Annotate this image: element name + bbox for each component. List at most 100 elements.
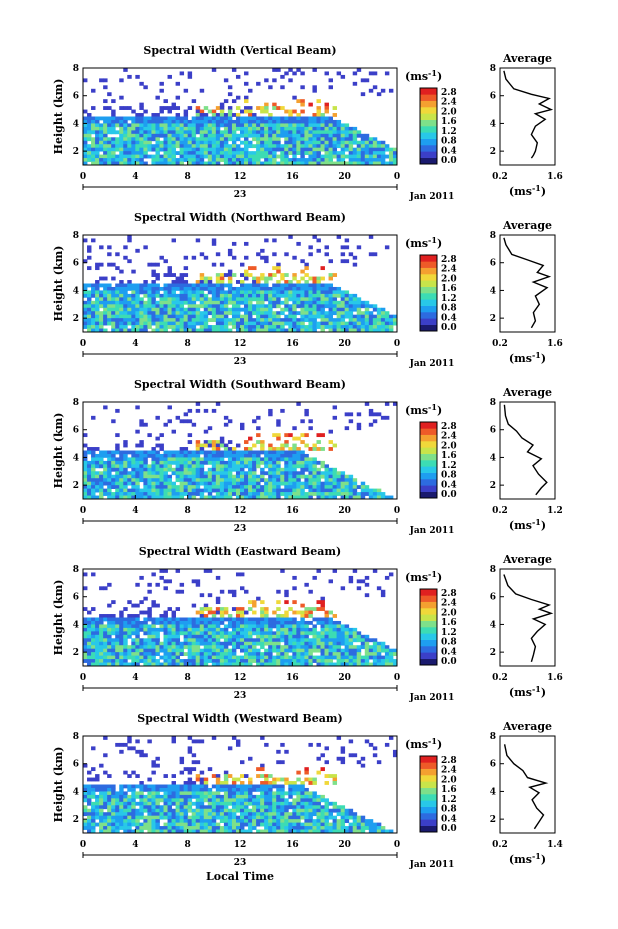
heatmap-cell xyxy=(276,137,281,142)
heatmap-cell xyxy=(171,286,176,291)
heatmap-cell xyxy=(240,161,245,166)
heatmap-cell xyxy=(328,154,333,159)
heatmap-cell xyxy=(248,631,253,636)
heatmap-cell xyxy=(95,447,100,451)
heatmap-cell xyxy=(219,321,225,326)
heatmap-cell xyxy=(252,631,257,636)
heatmap-cell xyxy=(360,140,366,145)
heatmap-cell xyxy=(95,280,100,284)
heatmap-cell xyxy=(87,147,92,152)
heatmap-cell xyxy=(252,304,257,309)
heatmap-cell xyxy=(219,460,225,465)
heatmap-cell xyxy=(195,627,201,632)
heatmap-cell xyxy=(256,638,261,643)
heatmap-cell xyxy=(159,453,164,458)
heatmap-cell xyxy=(292,276,297,281)
heatmap-cell xyxy=(288,68,293,72)
heatmap-cell xyxy=(119,492,124,496)
heatmap-cell xyxy=(103,286,108,291)
heatmap-cell xyxy=(296,68,301,72)
heatmap-cell xyxy=(380,659,386,663)
heatmap-cell xyxy=(215,575,221,580)
heatmap-cell xyxy=(171,116,176,121)
heatmap-cell xyxy=(260,304,265,309)
heatmap-cell xyxy=(320,290,325,295)
heatmap-cell xyxy=(151,805,156,810)
heatmap-cell xyxy=(260,627,265,632)
heatmap-cell xyxy=(151,822,156,827)
colorbar-tick-label: 0.0 xyxy=(441,323,457,333)
heatmap-cell xyxy=(131,314,136,319)
heatmap-cell xyxy=(187,492,193,496)
heatmap-cell xyxy=(159,617,164,622)
heatmap-cell xyxy=(244,325,249,329)
heatmap-cell xyxy=(356,300,362,305)
heatmap-cell xyxy=(256,158,261,162)
heatmap-cell xyxy=(207,123,213,128)
heatmap-cell xyxy=(328,283,333,288)
heatmap-cell xyxy=(223,137,229,142)
heatmap-cell xyxy=(143,488,148,493)
heatmap-cell xyxy=(123,453,128,458)
heatmap-cell xyxy=(95,137,100,142)
heatmap-cell xyxy=(215,481,221,486)
heatmap-cell xyxy=(95,266,100,271)
heatmap-cell xyxy=(139,467,144,472)
heatmap-cell xyxy=(119,610,124,615)
heatmap-cell xyxy=(316,485,321,489)
heatmap-cell xyxy=(384,147,390,152)
heatmap-cell xyxy=(87,812,92,817)
heatmap-cell xyxy=(316,154,321,159)
heatmap-cell xyxy=(207,569,213,573)
heatmap-cell xyxy=(151,290,156,295)
heatmap-cell xyxy=(115,481,120,486)
heatmap-cell xyxy=(240,130,245,135)
heatmap-cell xyxy=(87,659,92,663)
heatmap-cell xyxy=(203,325,209,329)
heatmap-cell xyxy=(284,460,289,465)
heatmap-cell xyxy=(159,460,164,465)
heatmap-cell xyxy=(231,492,237,496)
heatmap-cell xyxy=(336,137,342,142)
heatmap-cell xyxy=(183,634,189,639)
heatmap-cell xyxy=(328,276,333,281)
heatmap-cell xyxy=(159,575,164,580)
heatmap-cell xyxy=(227,447,233,451)
heatmap-cell xyxy=(300,325,305,329)
colorbar-tick-label: 2.0 xyxy=(441,274,457,284)
heatmap-cell xyxy=(272,314,277,319)
colorbar-swatch xyxy=(420,138,437,146)
heatmap-cell xyxy=(336,325,342,329)
heatmap-cell xyxy=(320,328,325,333)
heatmap-cell xyxy=(215,607,221,611)
heatmap-cell xyxy=(268,638,273,643)
heatmap-cell xyxy=(292,478,297,483)
heatmap-cell xyxy=(372,492,378,496)
heatmap-cell xyxy=(159,805,164,810)
heatmap-cell xyxy=(95,321,100,326)
heatmap-cell xyxy=(312,641,317,646)
heatmap-cell xyxy=(143,805,148,810)
heatmap-cell xyxy=(155,325,160,329)
heatmap-cell xyxy=(244,269,249,274)
heatmap-cell xyxy=(131,614,136,618)
heatmap-cell xyxy=(292,71,297,76)
heatmap-cell xyxy=(272,641,277,646)
heatmap-cell xyxy=(332,641,338,646)
heatmap-cell xyxy=(235,95,241,100)
heatmap-cell xyxy=(244,116,249,121)
heatmap-cell xyxy=(219,113,225,117)
heatmap-cell xyxy=(167,627,172,632)
heatmap-cell xyxy=(151,280,156,284)
heatmap-cell xyxy=(336,624,342,629)
heatmap-cell xyxy=(151,488,156,493)
heatmap-cell xyxy=(240,123,245,128)
heatmap-cell xyxy=(272,471,277,476)
heatmap-cell xyxy=(203,161,209,166)
heatmap-cell xyxy=(83,307,88,312)
heatmap-cell xyxy=(91,415,96,420)
heatmap-cell xyxy=(276,662,281,667)
heatmap-cell xyxy=(91,746,96,751)
heatmap-cell xyxy=(195,297,201,302)
heatmap-cell xyxy=(240,158,245,162)
